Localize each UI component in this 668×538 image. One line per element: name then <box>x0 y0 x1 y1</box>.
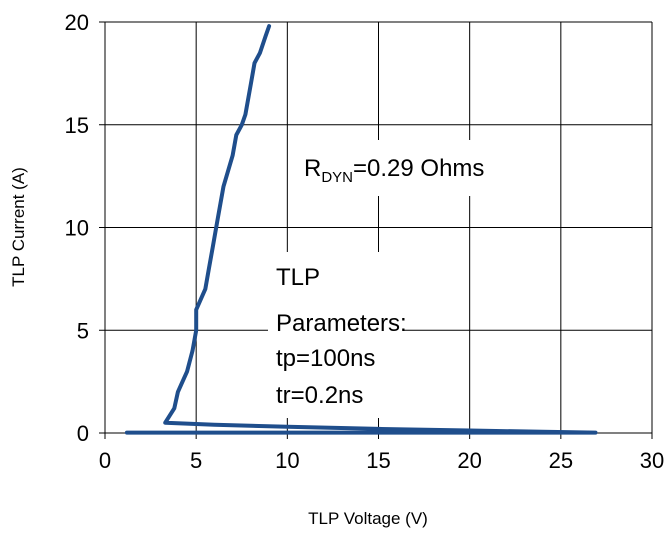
y-tick-label: 10 <box>65 216 89 241</box>
tlp-iv-curve <box>124 24 598 435</box>
x-axis-title: TLP Voltage (V) <box>308 509 428 528</box>
annot-line-1: TLP <box>276 264 320 291</box>
x-tick-label: 10 <box>275 448 299 473</box>
rdyn-label-background <box>298 140 554 196</box>
tick-labels: 0 5 10 15 20 25 30 0 5 10 15 20 <box>65 10 665 473</box>
annot-line-4: tr=0.2ns <box>276 382 363 409</box>
annot-line-3: tp=100ns <box>276 345 375 372</box>
x-tick-label: 25 <box>549 448 573 473</box>
tlp-parameters-annotation: TLP Parameters: tp=100ns tr=0.2ns <box>276 264 413 409</box>
x-tick-label: 30 <box>640 448 664 473</box>
y-tick-label: 0 <box>77 421 89 446</box>
x-tick-label: 5 <box>190 448 202 473</box>
annot-line-2: Parameters: <box>276 310 407 337</box>
y-tick-label: 15 <box>65 113 89 138</box>
annotation-boxes <box>268 140 554 418</box>
y-axis-title: TLP Current (A) <box>9 167 28 287</box>
series-group <box>124 24 598 435</box>
x-tick-label: 20 <box>457 448 481 473</box>
x-tick-label: 0 <box>99 448 111 473</box>
rdyn-value: =0.29 Ohms <box>353 155 484 182</box>
tlp-parameters-background <box>268 252 404 418</box>
x-tick-label: 15 <box>366 448 390 473</box>
rdyn-subscript: DYN <box>321 169 353 186</box>
rdyn-main: R <box>304 155 321 182</box>
y-tick-label: 5 <box>77 318 89 343</box>
y-tick-label: 20 <box>65 10 89 35</box>
rdyn-annotation: RDYN=0.29 Ohms <box>304 155 484 186</box>
